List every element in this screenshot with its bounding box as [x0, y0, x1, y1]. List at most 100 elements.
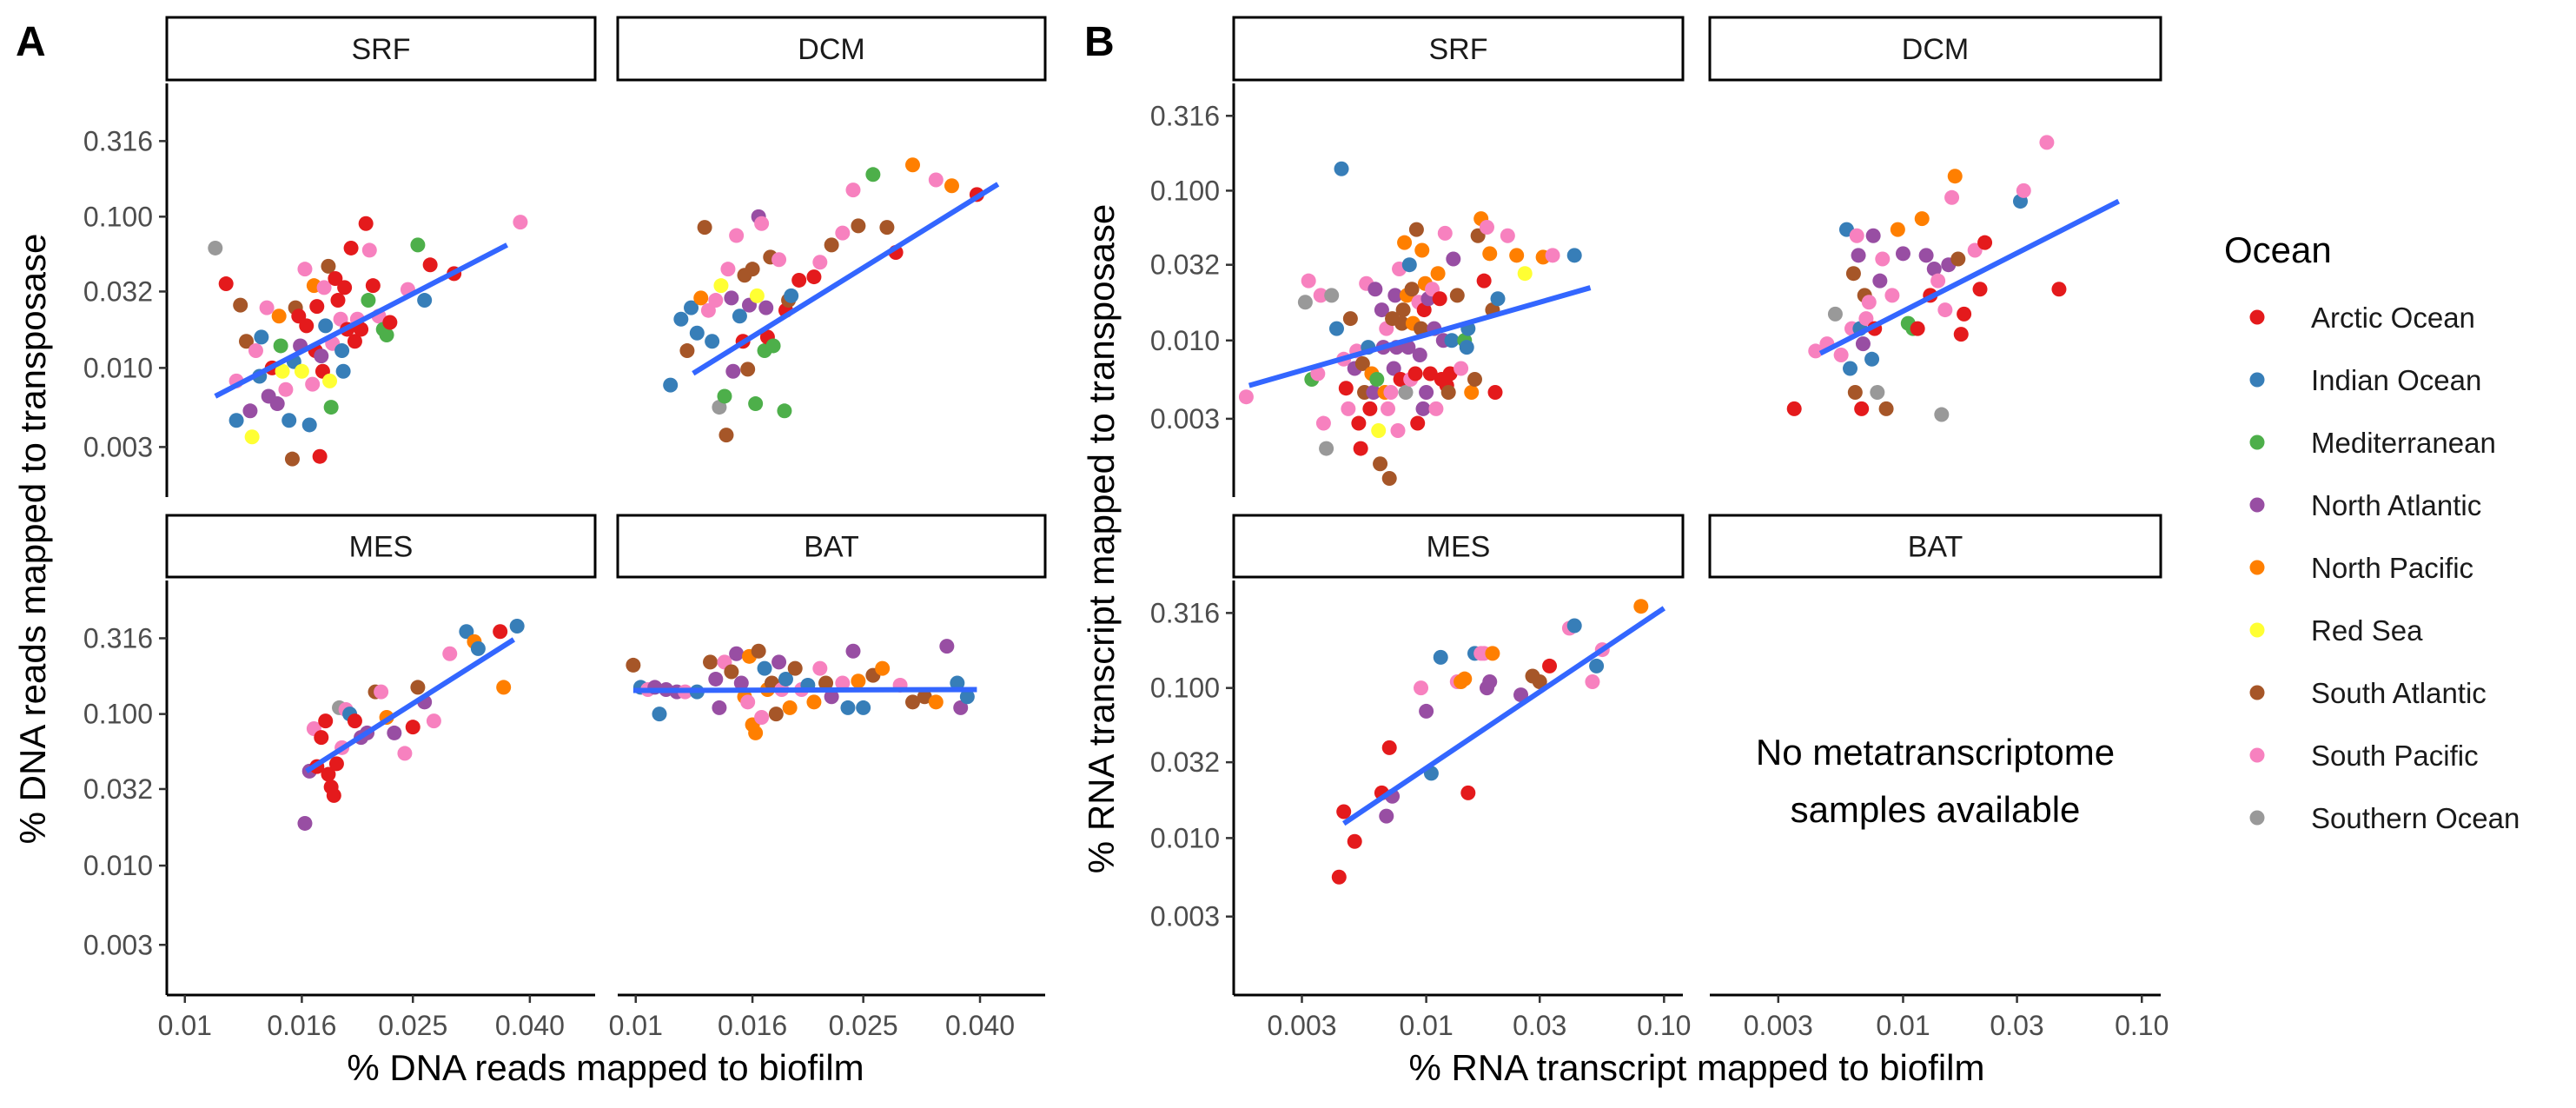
- data-point: [1843, 361, 1858, 376]
- data-point: [697, 220, 712, 236]
- facet-strip-label: MES: [349, 531, 414, 564]
- regression-line: [692, 182, 1000, 376]
- data-point: [2039, 135, 2055, 150]
- regression-line: [214, 242, 509, 399]
- data-point: [321, 766, 336, 782]
- data-point: [1351, 415, 1367, 431]
- y-tick-label: 0.316: [83, 125, 153, 156]
- data-point: [299, 318, 315, 334]
- data-point: [218, 276, 234, 292]
- data-point: [718, 428, 734, 443]
- facet-bat: BAT 0.01 0.016 0.025 0.040: [609, 514, 1047, 1041]
- data-point: [1861, 295, 1877, 310]
- data-point: [679, 343, 695, 359]
- data-point: [275, 363, 290, 379]
- data-point: [959, 689, 975, 705]
- data-point: [771, 654, 787, 670]
- data-point: [493, 624, 508, 640]
- data-point: [754, 216, 770, 231]
- data-point: [1847, 385, 1863, 401]
- data-point: [1414, 321, 1429, 336]
- legend-key: [2249, 560, 2265, 575]
- data-point: [281, 413, 297, 428]
- data-point: [1467, 372, 1482, 388]
- data-point: [1398, 385, 1414, 401]
- legend-item: Red Sea: [2249, 614, 2423, 647]
- data-point: [238, 334, 254, 349]
- legend-label: Mediterranean: [2311, 427, 2496, 459]
- facet-strip: [165, 514, 597, 579]
- data-point: [314, 348, 329, 364]
- data-point: [1914, 211, 1930, 227]
- data-point: [314, 730, 329, 746]
- data-point: [749, 288, 765, 303]
- data-point: [1865, 228, 1881, 243]
- data-point: [228, 413, 244, 428]
- data-point: [944, 178, 959, 194]
- data-point: [1415, 401, 1431, 416]
- data-point: [1367, 282, 1383, 297]
- data-point: [717, 388, 732, 404]
- data-point: [1479, 219, 1494, 235]
- data-point: [1341, 401, 1356, 416]
- data-point: [328, 756, 344, 772]
- data-point: [1532, 674, 1547, 690]
- data-point: [1884, 288, 1900, 303]
- x-tick-label: 0.01: [1399, 1010, 1453, 1041]
- data-point: [1419, 703, 1434, 719]
- legend-item: Indian Ocean: [2249, 364, 2481, 396]
- regression-line: [1818, 198, 2120, 356]
- data-point: [1589, 658, 1605, 673]
- data-point: [1875, 251, 1891, 267]
- data-point: [751, 643, 766, 659]
- x-tick-label: 0.016: [718, 1010, 787, 1041]
- facet-strip-label: SRF: [1429, 33, 1488, 66]
- data-point: [354, 322, 369, 337]
- data-point: [818, 675, 834, 691]
- y-tick-label: 0.100: [83, 699, 153, 730]
- data-point: [1953, 327, 1969, 342]
- x-axis-title: % DNA reads mapped to biofilm: [347, 1047, 864, 1088]
- data-point: [294, 363, 309, 379]
- y-tick-label: 0.100: [83, 201, 153, 232]
- data-point: [2051, 282, 2067, 297]
- data-point: [1386, 361, 1401, 376]
- data-point: [748, 725, 764, 740]
- data-point: [1487, 385, 1503, 401]
- data-point: [782, 700, 798, 715]
- data-point: [1419, 385, 1434, 401]
- data-point: [365, 278, 381, 294]
- data-point: [208, 240, 223, 255]
- regression-line: [632, 687, 977, 693]
- data-point: [713, 278, 729, 294]
- data-point: [1319, 441, 1334, 456]
- y-tick-label: 0.100: [1150, 175, 1220, 206]
- data-point: [840, 700, 856, 715]
- data-point: [787, 660, 803, 676]
- data-point: [470, 640, 486, 656]
- data-point: [326, 787, 341, 803]
- data-point: [835, 225, 851, 241]
- data-point: [875, 660, 891, 676]
- data-point: [1440, 385, 1456, 401]
- data-point: [410, 237, 426, 253]
- legend: Ocean Arctic Ocean Indian Ocean Mediterrane…: [2224, 229, 2520, 834]
- data-point: [1910, 321, 1925, 336]
- data-point: [784, 288, 799, 303]
- regression-line: [1342, 606, 1666, 826]
- data-point: [712, 400, 727, 415]
- data-point: [1394, 315, 1410, 331]
- data-point: [1354, 355, 1370, 371]
- y-tick-label: 0.032: [83, 773, 153, 805]
- data-point: [725, 363, 741, 379]
- data-point: [1313, 288, 1328, 303]
- x-tick-label: 0.016: [267, 1010, 336, 1041]
- facet-dcm: DCM: [616, 16, 1047, 443]
- data-point: [1324, 288, 1340, 303]
- y-tick-label: 0.010: [1150, 325, 1220, 356]
- data-point: [316, 280, 332, 295]
- facet-strip-label: BAT: [1908, 531, 1963, 564]
- data-point: [1336, 804, 1352, 819]
- data-point: [248, 343, 263, 359]
- legend-key: [2249, 372, 2265, 388]
